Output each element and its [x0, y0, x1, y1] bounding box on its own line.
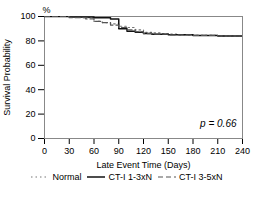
svg-text:90: 90	[114, 146, 124, 156]
html-text:Normal: Normal	[52, 172, 82, 182]
svg-text:80: 80	[25, 36, 35, 46]
svg-text:240: 240	[235, 146, 250, 156]
svg-text:210: 210	[210, 146, 225, 156]
svg-text:Survival Probability: Survival Probability	[2, 39, 12, 116]
svg-text:0: 0	[30, 133, 35, 143]
svg-text:40: 40	[25, 85, 35, 95]
svg-text:60: 60	[89, 146, 99, 156]
svg-text:0: 0	[42, 146, 47, 156]
svg-text:20: 20	[25, 109, 35, 119]
svg-text:60: 60	[25, 60, 35, 70]
html-text:CT-I 1-3xN: CT-I 1-3xN	[108, 172, 152, 182]
svg-text:120: 120	[136, 146, 151, 156]
svg-text:Late Event Time (Days): Late Event Time (Days)	[96, 160, 190, 170]
svg-text:p = 0.66: p = 0.66	[199, 118, 237, 129]
svg-text:180: 180	[185, 146, 200, 156]
svg-text:%: %	[43, 5, 51, 15]
html-text:CT-I 3-5xN: CT-I 3-5xN	[179, 172, 223, 182]
svg-text:150: 150	[161, 146, 176, 156]
svg-text:100: 100	[20, 11, 35, 21]
svg-text:30: 30	[64, 146, 74, 156]
